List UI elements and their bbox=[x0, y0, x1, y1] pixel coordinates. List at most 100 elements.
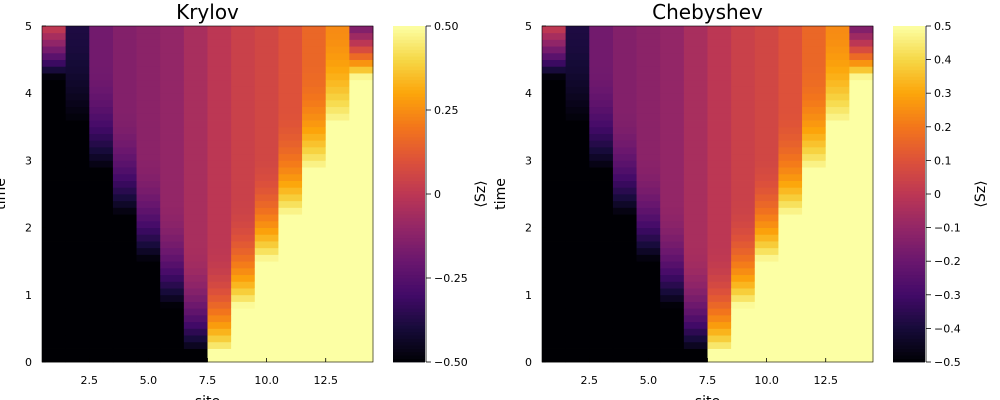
chart-1-heatmap-cell bbox=[565, 79, 590, 87]
chart-1-heatmap-cell bbox=[636, 146, 661, 155]
chart-0-heatmap-cell bbox=[207, 106, 232, 114]
chart-1-heatmap-cell bbox=[565, 200, 590, 208]
chart-1-colorbar-segment bbox=[893, 247, 925, 252]
chart-1-heatmap-cell bbox=[612, 207, 637, 215]
chart-1-heatmap-cell bbox=[731, 32, 756, 40]
chart-0-heatmap-cell bbox=[231, 187, 256, 195]
chart-1-heatmap-cell bbox=[660, 348, 685, 356]
chart-1-heatmap-cell bbox=[565, 288, 590, 296]
chart-0-heatmap-cell bbox=[42, 153, 67, 161]
chart-1-heatmap-cell bbox=[612, 288, 637, 296]
chart-1-colorbar-segment bbox=[893, 257, 925, 262]
chart-0-heatmap-cell bbox=[349, 321, 374, 329]
chart-1-heatmap-cell bbox=[660, 79, 685, 87]
chart-1-heatmap-cell bbox=[849, 59, 874, 67]
chart-1-colorbar-segment bbox=[893, 150, 925, 155]
chart-0-heatmap-cell bbox=[302, 214, 327, 222]
chart-1-heatmap-cell bbox=[731, 133, 756, 141]
chart-1-heatmap-cell bbox=[660, 66, 685, 74]
chart-0-heatmap-cell bbox=[207, 207, 232, 215]
chart-0-title: Krylov bbox=[176, 0, 239, 24]
chart-1-heatmap-cell bbox=[612, 234, 637, 242]
chart-0-colorbar-segment bbox=[393, 26, 425, 30]
chart-0-heatmap-cell bbox=[112, 167, 137, 175]
chart-1-heatmap-cell bbox=[683, 294, 708, 302]
chart-1-heatmap-cell bbox=[825, 328, 850, 336]
chart-0-heatmap-cell bbox=[112, 234, 137, 242]
chart-0-heatmap-cell bbox=[160, 234, 185, 242]
chart-0-heatmap-cell bbox=[325, 355, 350, 363]
chart-1-heatmap-cell bbox=[565, 146, 590, 155]
chart-1-heatmap-cell bbox=[754, 73, 779, 81]
chart-1-heatmap-cell bbox=[683, 187, 708, 195]
chart-1-heatmap-cell bbox=[636, 234, 661, 242]
chart-1-heatmap-cell bbox=[825, 348, 850, 356]
chart-0-heatmap-cell bbox=[302, 66, 327, 74]
chart-0-heatmap-cell bbox=[136, 160, 161, 168]
chart-0-heatmap-cell bbox=[183, 120, 208, 128]
chart-1-heatmap-cell bbox=[754, 301, 779, 309]
chart-1-heatmap-cell bbox=[707, 314, 732, 323]
chart-1-heatmap-cell bbox=[589, 348, 614, 356]
chart-1-heatmap-cell bbox=[778, 167, 803, 175]
chart-0-colorbar-segment bbox=[393, 294, 425, 299]
chart-0-heatmap-cell bbox=[160, 120, 185, 128]
chart-1-heatmap-cell bbox=[849, 241, 874, 249]
chart-0-heatmap-cell bbox=[231, 126, 256, 134]
chart-1-heatmap-cell bbox=[731, 86, 756, 94]
chart-1-heatmap-cell bbox=[778, 52, 803, 60]
chart-0-heatmap-cell bbox=[160, 247, 185, 255]
chart-0-heatmap-cell bbox=[349, 254, 374, 262]
chart-1-colorbar-segment bbox=[893, 73, 925, 77]
chart-1-heatmap-cell bbox=[802, 93, 827, 101]
chart-1-heatmap-cell bbox=[660, 113, 685, 121]
chart-0-heatmap-cell bbox=[160, 200, 185, 208]
chart-0-heatmap-cell bbox=[349, 93, 374, 101]
chart-1-heatmap-cell bbox=[731, 173, 756, 181]
chart-0-colorbar-segment bbox=[393, 42, 425, 47]
chart-0-heatmap-cell bbox=[89, 200, 114, 208]
chart-0-heatmap-cell bbox=[89, 207, 114, 215]
chart-0-heatmap-cell bbox=[65, 93, 90, 101]
chart-0-heatmap-cell bbox=[183, 294, 208, 302]
chart-0-heatmap-cell bbox=[89, 153, 114, 161]
chart-1-heatmap-cell bbox=[542, 241, 567, 249]
chart-0-colorbar-segment bbox=[393, 123, 425, 128]
chart-1-heatmap-cell bbox=[825, 187, 850, 195]
chart-0-heatmap-cell bbox=[207, 194, 232, 202]
chart-0-heatmap-cell bbox=[278, 167, 303, 175]
chart-0-heatmap-cell bbox=[278, 113, 303, 121]
chart-1-heatmap-cell bbox=[849, 180, 874, 188]
chart-0-heatmap-cell bbox=[65, 59, 90, 67]
chart-1-colorbar-segment bbox=[893, 160, 925, 165]
chart-1-heatmap-cell bbox=[683, 281, 708, 289]
chart-1-heatmap-cell bbox=[683, 261, 708, 269]
chart-0-colorbar-segment bbox=[393, 76, 425, 81]
chart-0-colorbar-segment bbox=[393, 321, 425, 326]
chart-0-heatmap-cell bbox=[65, 52, 90, 60]
chart-1-heatmap-cell bbox=[802, 247, 827, 255]
chart-0-colorbar-segment bbox=[393, 83, 425, 87]
chart-0-colorbar-segment bbox=[393, 116, 425, 121]
chart-0-heatmap-cell bbox=[254, 234, 279, 242]
chart-0-heatmap-cell bbox=[231, 113, 256, 121]
chart-0-colorbar-segment bbox=[393, 93, 425, 97]
chart-0-heatmap-cell bbox=[42, 66, 67, 74]
chart-1-heatmap-cell bbox=[683, 267, 708, 276]
chart-1-heatmap-cell bbox=[707, 113, 732, 121]
chart-0-heatmap-cell bbox=[302, 32, 327, 40]
chart-0-x-tick-label: 12.5 bbox=[313, 374, 338, 387]
chart-0-heatmap-cell bbox=[231, 99, 256, 108]
chart-1-heatmap-cell bbox=[565, 267, 590, 276]
chart-1-heatmap-cell bbox=[731, 106, 756, 114]
chart-1-heatmap-cell bbox=[542, 66, 567, 74]
chart-1-colorbar-segment bbox=[893, 180, 925, 185]
chart-1-heatmap-cell bbox=[565, 39, 590, 47]
chart-0-heatmap-cell bbox=[254, 180, 279, 188]
chart-0-heatmap-cell bbox=[183, 247, 208, 255]
chart-1-heatmap-cell bbox=[731, 234, 756, 242]
chart-0-heatmap-cell bbox=[207, 274, 232, 282]
chart-0-heatmap-cell bbox=[278, 32, 303, 40]
chart-0-heatmap-cell bbox=[207, 73, 232, 81]
chart-1-heatmap-cell bbox=[660, 261, 685, 269]
